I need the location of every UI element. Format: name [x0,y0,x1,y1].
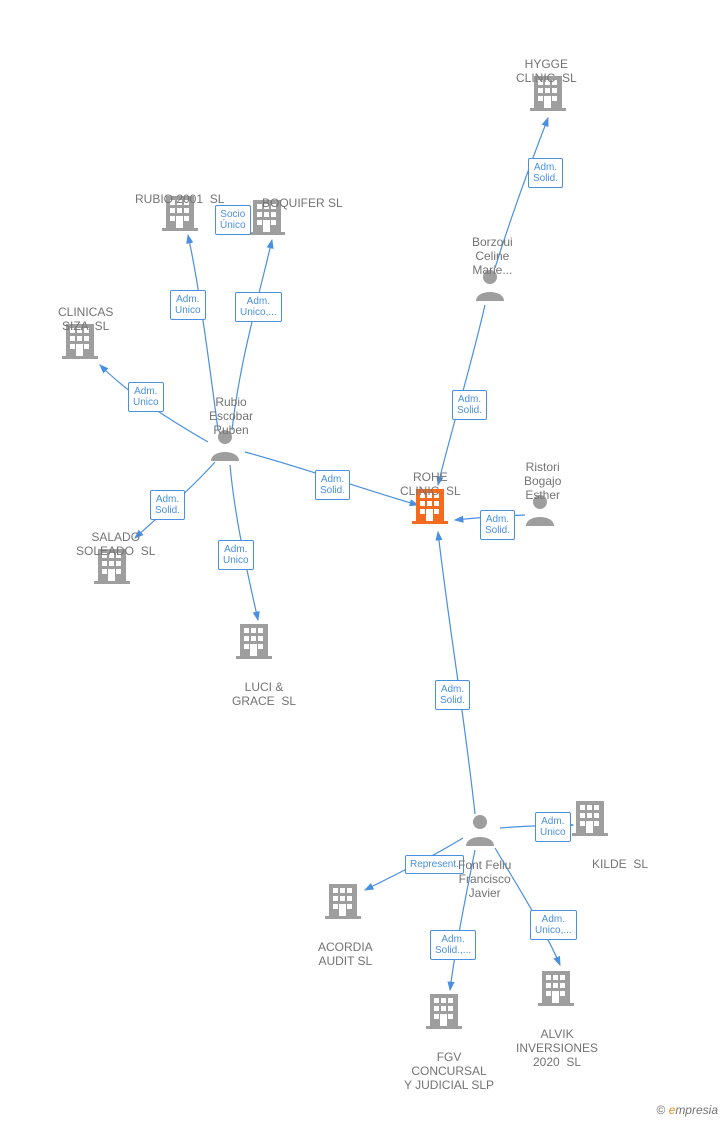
edge-label-rubio_p-boquifer: Adm. Unico,... [235,292,282,322]
node-label-ristori: Ristori Bogajo Esther [524,460,561,502]
node-label-fgv: FGV CONCURSAL Y JUDICIAL SLP [404,1050,494,1092]
node-label-rubio_p: Rubio Escobar Ruben [209,395,253,437]
node-label-acordia: ACORDIA AUDIT SL [318,940,373,968]
node-label-salado: SALADO SOLEADO SL [76,530,155,558]
edge-label-borzoui-rohe: Adm. Solid. [452,390,487,420]
edge-label-borzoui-hygge: Adm. Solid. [528,158,563,188]
node-label-borzoui: Borzoui Celine Marie... [472,235,513,277]
node-label-rubio2001: RUBIO 2001 SL [135,192,224,206]
node-label-rohe: ROHE CLINIC SL [400,470,461,498]
company-node-fgv[interactable] [426,994,462,1029]
node-label-clinicas: CLINICAS SIZA SL [58,305,113,333]
company-node-luci[interactable] [236,624,272,659]
tag-socio-unico: Socio Único [215,205,251,235]
edge-label-rubio_p-clinicas: Adm. Unico [128,382,164,412]
brand-rest: mpresia [675,1103,718,1117]
company-node-kilde[interactable] [572,801,608,836]
edge-label-rubio_p-rohe: Adm. Solid. [315,470,350,500]
edge-label-ristori-rohe: Adm. Solid. [480,510,515,540]
edge-label-font-acordia: Represent. [405,855,464,874]
node-label-boquifer: BOQUIFER SL [262,196,343,210]
edge-label-font-fgv: Adm. Solid.,... [430,930,476,960]
node-label-kilde: KILDE SL [592,857,648,871]
node-label-alvik: ALVIK INVERSIONES 2020 SL [516,1027,598,1069]
edge-label-rubio_p-salado: Adm. Solid. [150,490,185,520]
node-label-luci: LUCI & GRACE SL [232,680,296,708]
edge-label-rubio_p-luci: Adm. Unico [218,540,254,570]
edge-label-font-rohe: Adm. Solid. [435,680,470,710]
edge-font-rohe [438,532,475,814]
company-node-alvik[interactable] [538,971,574,1006]
person-node-font[interactable] [466,815,494,846]
node-label-font: Font Feliu Francisco Javier [458,858,511,900]
edge-label-font-alvik: Adm. Unico,... [530,910,577,940]
edge-label-font-kilde: Adm. Unico [535,812,571,842]
edge-label-rubio_p-rubio2001: Adm. Unico [170,290,206,320]
footer-credit: © empresia [656,1103,718,1117]
copyright-symbol: © [656,1103,665,1117]
company-node-acordia[interactable] [325,884,361,919]
node-label-hygge: HYGGE CLINIC SL [516,57,577,85]
